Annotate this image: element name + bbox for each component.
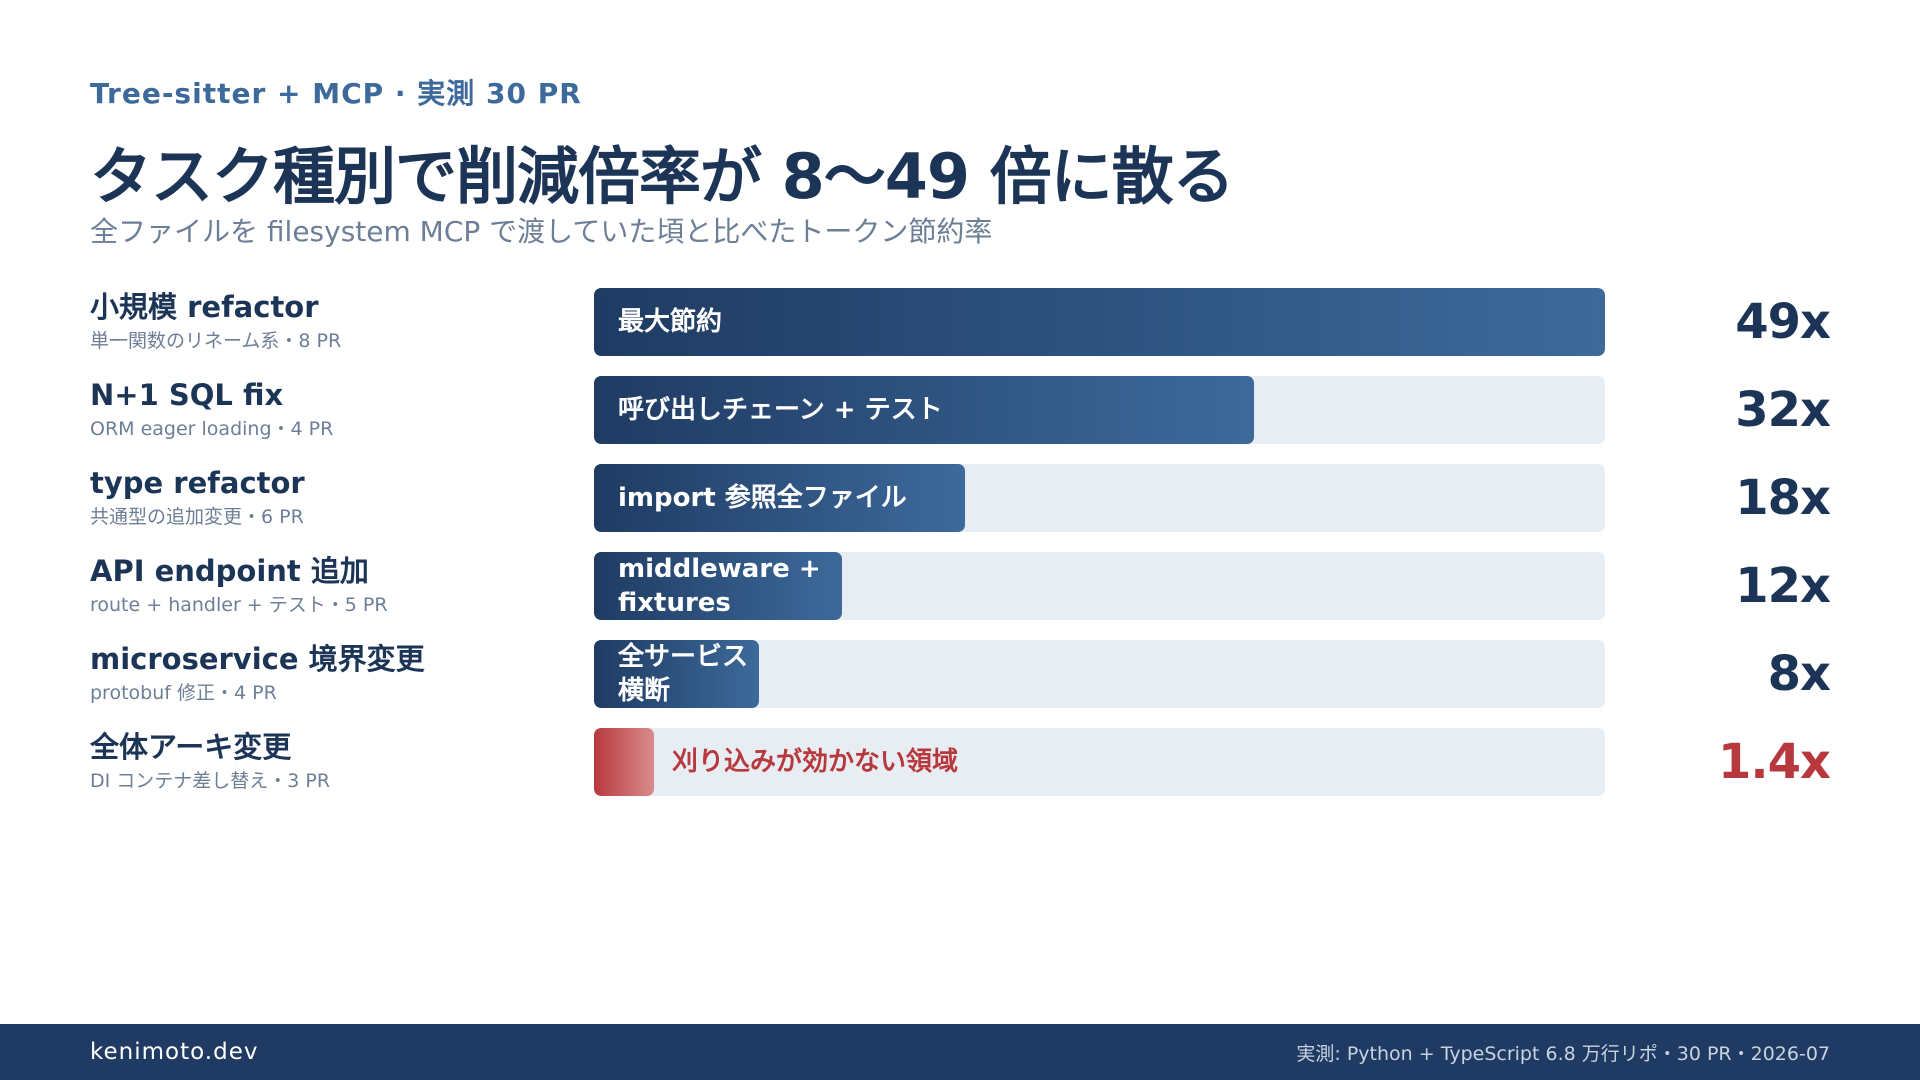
- bar: [594, 376, 1254, 444]
- chart-row: N+1 SQL fix ORM eager loading・4 PR 呼び出しチェー…: [0, 376, 1920, 444]
- category-label: type refactor 共通型の追加変更・6 PR: [90, 466, 570, 528]
- bar-label: middleware + fixtures: [618, 554, 821, 618]
- eyebrow-label: Tree-sitter + MCP · 実測 30 PR: [90, 77, 582, 110]
- bar: [594, 464, 965, 532]
- bar: [594, 288, 1605, 356]
- category-label: microservice 境界変更 protobuf 修正・4 PR: [90, 642, 570, 704]
- bar: [594, 552, 842, 620]
- page-subtitle: 全ファイルを filesystem MCP で渡していた頃と比べたトークン節約率: [90, 215, 993, 248]
- category-label: 小規模 refactor 単一関数のリネーム系・8 PR: [90, 290, 570, 352]
- category-name: type refactor: [90, 466, 305, 500]
- category-detail: route + handler + テスト・5 PR: [90, 594, 388, 616]
- category-label: 全体アーキ変更 DI コンテナ差し替え・3 PR: [90, 730, 570, 792]
- value-label: 1.4x: [1718, 734, 1831, 790]
- chart-row: 小規模 refactor 単一関数のリネーム系・8 PR 最大節約 49x: [0, 288, 1920, 356]
- chart-row: 全体アーキ変更 DI コンテナ差し替え・3 PR 刈り込みが効かない領域 1.4x: [0, 728, 1920, 796]
- bar-track: 最大節約: [594, 288, 1605, 356]
- category-name: N+1 SQL fix: [90, 378, 284, 412]
- footer-note: 実測: Python + TypeScript 6.8 万行リポ・30 PR・2…: [1296, 1042, 1830, 1065]
- category-label: N+1 SQL fix ORM eager loading・4 PR: [90, 378, 570, 440]
- bar-label: 呼び出しチェーン + テスト: [618, 395, 943, 425]
- footer-site: kenimoto.dev: [90, 1039, 259, 1065]
- value-label: 8x: [1767, 646, 1831, 702]
- value-label: 32x: [1735, 382, 1831, 438]
- category-detail: protobuf 修正・4 PR: [90, 682, 277, 704]
- bar-label: import 参照全ファイル: [618, 483, 907, 513]
- bar-label: 最大節約: [618, 307, 723, 337]
- bar-track: 刈り込みが効かない領域: [594, 728, 1605, 796]
- page-title: タスク種別で削減倍率が 8〜49 倍に散る: [90, 140, 1235, 213]
- category-name: 小規模 refactor: [90, 290, 319, 324]
- bar: [594, 640, 759, 708]
- category-label: API endpoint 追加 route + handler + テスト・5 P…: [90, 554, 570, 616]
- bar-label: 刈り込みが効かない領域: [672, 747, 959, 777]
- value-label: 49x: [1735, 294, 1831, 350]
- chart-row: API endpoint 追加 route + handler + テスト・5 P…: [0, 552, 1920, 620]
- category-name: microservice 境界変更: [90, 642, 425, 676]
- category-name: API endpoint 追加: [90, 554, 369, 588]
- bar-track: middleware + fixtures: [594, 552, 1605, 620]
- bar: [594, 728, 654, 796]
- category-name: 全体アーキ変更: [90, 730, 292, 764]
- bar-track: import 参照全ファイル: [594, 464, 1605, 532]
- value-label: 12x: [1735, 558, 1831, 614]
- category-detail: ORM eager loading・4 PR: [90, 418, 334, 440]
- category-detail: 単一関数のリネーム系・8 PR: [90, 330, 342, 352]
- footer: kenimoto.dev 実測: Python + TypeScript 6.8…: [0, 1024, 1920, 1080]
- bar-track: 呼び出しチェーン + テスト: [594, 376, 1605, 444]
- category-detail: DI コンテナ差し替え・3 PR: [90, 770, 331, 792]
- chart-row: type refactor 共通型の追加変更・6 PR import 参照全ファイル…: [0, 464, 1920, 532]
- category-detail: 共通型の追加変更・6 PR: [90, 506, 304, 528]
- chart-row: microservice 境界変更 protobuf 修正・4 PR 全サービス横断…: [0, 640, 1920, 708]
- bar-label: 全サービス横断: [618, 642, 749, 706]
- value-label: 18x: [1735, 470, 1831, 526]
- bar-track: 全サービス横断: [594, 640, 1605, 708]
